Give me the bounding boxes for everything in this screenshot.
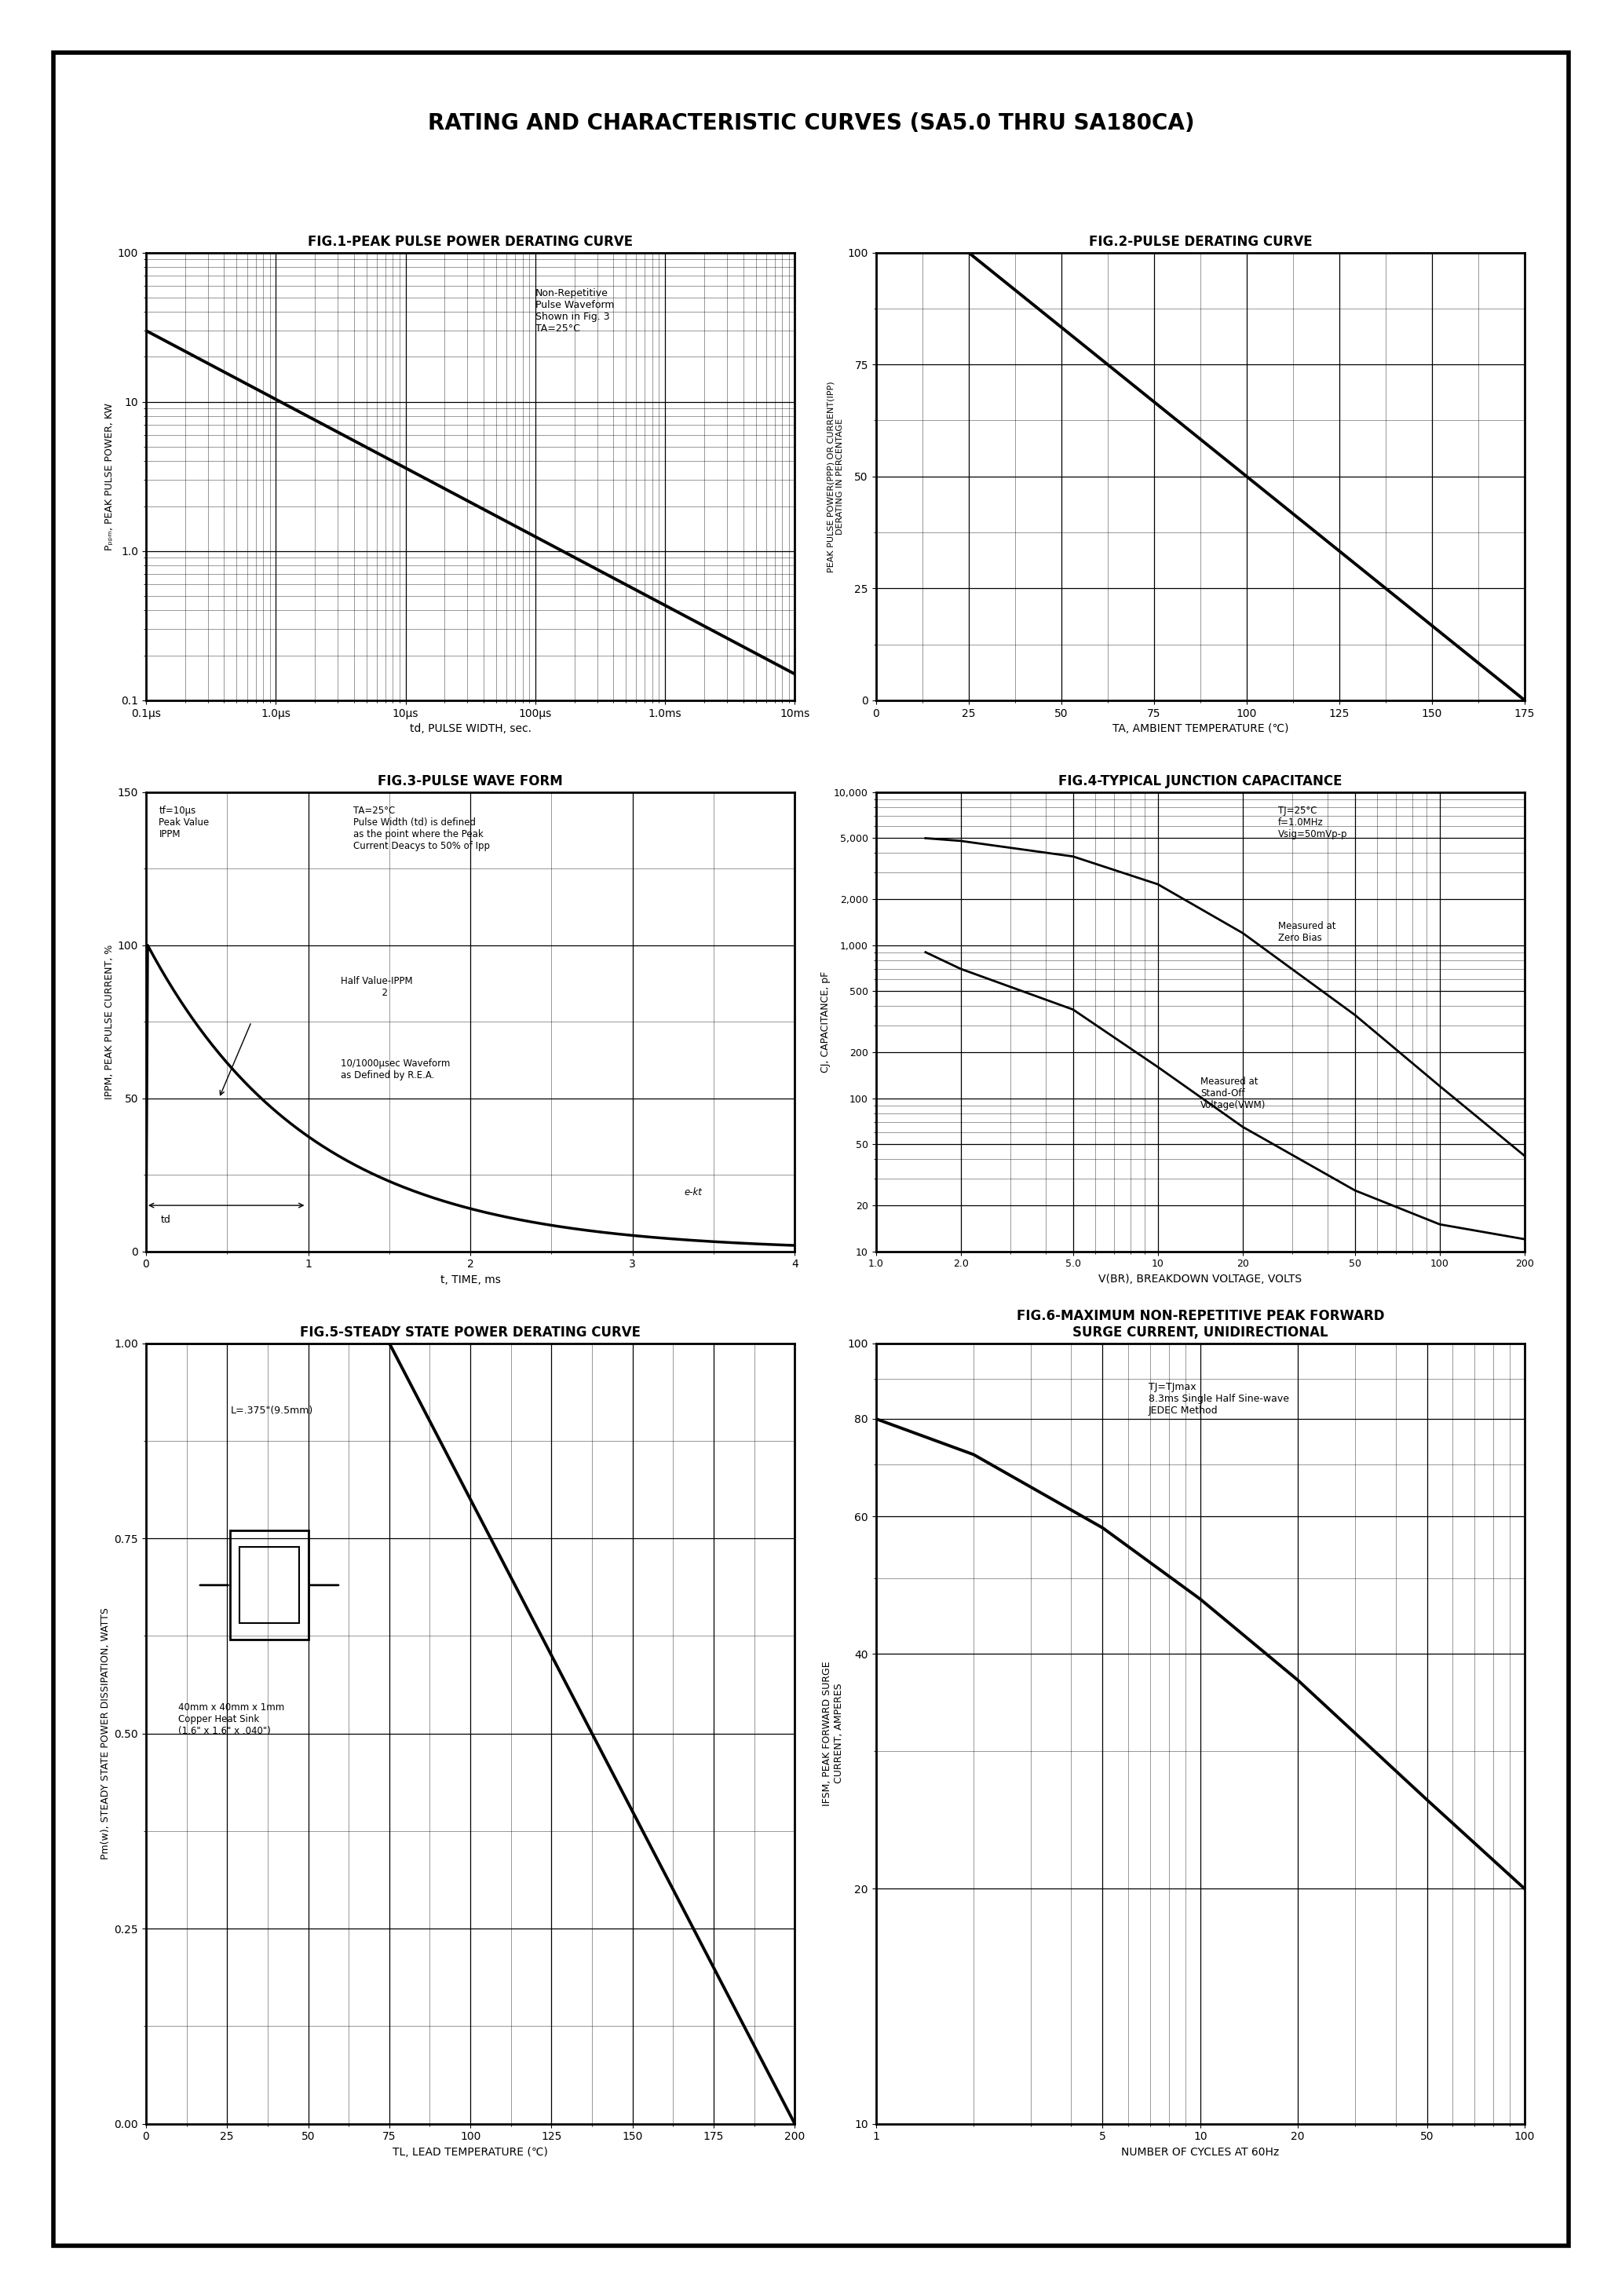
Text: TJ=25°C
f=1.0MHz
Vsig=50mVp-p: TJ=25°C f=1.0MHz Vsig=50mVp-p — [1278, 806, 1348, 840]
Bar — [230, 1531, 308, 1639]
Text: 10/1000μsec Waveform
as Defined by R.E.A.: 10/1000μsec Waveform as Defined by R.E.A… — [341, 1058, 449, 1081]
X-axis label: TL, LEAD TEMPERATURE (℃): TL, LEAD TEMPERATURE (℃) — [393, 2147, 548, 2158]
X-axis label: V(BR), BREAKDOWN VOLTAGE, VOLTS: V(BR), BREAKDOWN VOLTAGE, VOLTS — [1098, 1274, 1302, 1283]
Text: 40mm x 40mm x 1mm
Copper Heat Sink
(1.6" x 1.6" x .040"): 40mm x 40mm x 1mm Copper Heat Sink (1.6"… — [178, 1701, 284, 1736]
Text: TJ=TJmax
8.3ms Single Half Sine-wave
JEDEC Method: TJ=TJmax 8.3ms Single Half Sine-wave JED… — [1148, 1382, 1289, 1417]
Bar — [240, 1548, 298, 1623]
Title: FIG.6-MAXIMUM NON-REPETITIVE PEAK FORWARD
SURGE CURRENT, UNIDIRECTIONAL: FIG.6-MAXIMUM NON-REPETITIVE PEAK FORWAR… — [1017, 1309, 1384, 1341]
Text: RATING AND CHARACTERISTIC CURVES (SA5.0 THRU SA180CA): RATING AND CHARACTERISTIC CURVES (SA5.0 … — [428, 113, 1194, 135]
Text: e-kt: e-kt — [684, 1187, 702, 1196]
Title: FIG.3-PULSE WAVE FORM: FIG.3-PULSE WAVE FORM — [378, 774, 563, 790]
Text: Half Value-IPPM
              2: Half Value-IPPM 2 — [341, 976, 412, 999]
Text: Measured at
Zero Bias: Measured at Zero Bias — [1278, 921, 1337, 944]
Title: FIG.1-PEAK PULSE POWER DERATING CURVE: FIG.1-PEAK PULSE POWER DERATING CURVE — [308, 234, 633, 250]
Y-axis label: PEAK PULSE POWER(PPP) OR CURRENT(IPP)
DERATING IN PERCENTAGE: PEAK PULSE POWER(PPP) OR CURRENT(IPP) DE… — [827, 381, 845, 572]
Text: Non-Repetitive
Pulse Waveform
Shown in Fig. 3
TA=25°C: Non-Repetitive Pulse Waveform Shown in F… — [535, 289, 615, 333]
Y-axis label: IFSM, PEAK FORWARD SURGE
CURRENT, AMPERES: IFSM, PEAK FORWARD SURGE CURRENT, AMPERE… — [822, 1660, 845, 1807]
Y-axis label: CJ, CAPACITANCE, pF: CJ, CAPACITANCE, pF — [821, 971, 830, 1072]
X-axis label: NUMBER OF CYCLES AT 60Hz: NUMBER OF CYCLES AT 60Hz — [1121, 2147, 1280, 2158]
Text: TA=25°C
Pulse Width (td) is defined
as the point where the Peak
Current Deacys t: TA=25°C Pulse Width (td) is defined as t… — [354, 806, 490, 852]
X-axis label: t, TIME, ms: t, TIME, ms — [440, 1274, 501, 1286]
Title: FIG.2-PULSE DERATING CURVE: FIG.2-PULSE DERATING CURVE — [1088, 234, 1312, 250]
X-axis label: td, PULSE WIDTH, sec.: td, PULSE WIDTH, sec. — [409, 723, 532, 735]
Y-axis label: Pₚₚₘ, PEAK PULSE POWER, KW: Pₚₚₘ, PEAK PULSE POWER, KW — [104, 402, 115, 551]
Text: td: td — [161, 1215, 170, 1224]
Title: FIG.4-TYPICAL JUNCTION CAPACITANCE: FIG.4-TYPICAL JUNCTION CAPACITANCE — [1059, 774, 1341, 790]
Text: tf=10μs
Peak Value
IPPM: tf=10μs Peak Value IPPM — [159, 806, 209, 840]
Text: L=.375"(9.5mm): L=.375"(9.5mm) — [230, 1405, 313, 1417]
X-axis label: TA, AMBIENT TEMPERATURE (℃): TA, AMBIENT TEMPERATURE (℃) — [1113, 723, 1288, 735]
Text: Measured at
Stand-Off
Voltage(VWM): Measured at Stand-Off Voltage(VWM) — [1200, 1077, 1265, 1111]
Y-axis label: Pm(w), STEADY STATE POWER DISSIPATION, WATTS: Pm(w), STEADY STATE POWER DISSIPATION, W… — [101, 1607, 110, 1860]
Title: FIG.5-STEADY STATE POWER DERATING CURVE: FIG.5-STEADY STATE POWER DERATING CURVE — [300, 1325, 641, 1341]
Y-axis label: IPPM, PEAK PULSE CURRENT, %: IPPM, PEAK PULSE CURRENT, % — [104, 944, 115, 1100]
